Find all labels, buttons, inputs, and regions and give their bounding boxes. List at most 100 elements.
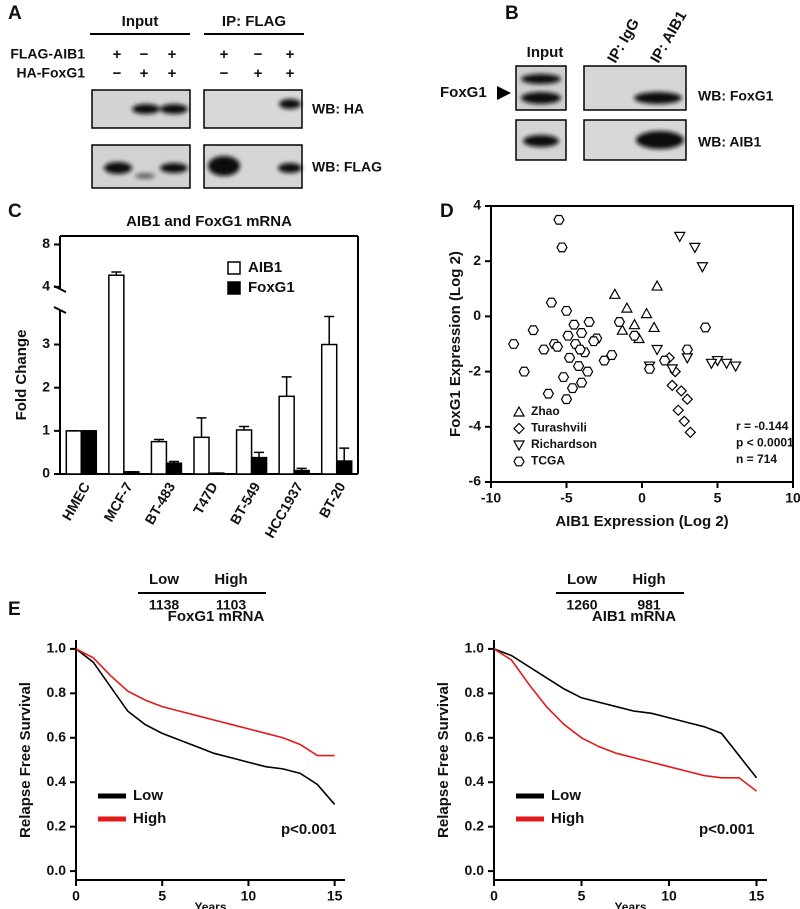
arrow xyxy=(497,86,511,100)
x-tick-label: HMEC xyxy=(59,479,93,523)
bands xyxy=(104,99,302,179)
error-bar xyxy=(281,376,292,397)
point xyxy=(696,262,709,273)
point xyxy=(556,242,568,253)
sign: + xyxy=(286,46,295,63)
point xyxy=(681,393,694,406)
panel-label: C xyxy=(8,201,22,222)
y-tick-label: -6 xyxy=(469,473,482,489)
sign: + xyxy=(168,46,177,63)
wb-label: WB: FoxG1 xyxy=(698,88,774,104)
point xyxy=(583,316,595,327)
x-tick-label: 5 xyxy=(158,888,166,904)
legend-marker xyxy=(512,440,526,452)
error-bar xyxy=(153,438,164,442)
point xyxy=(678,415,691,428)
bar xyxy=(80,430,98,475)
table-count: 1103 xyxy=(216,597,247,613)
wb-label: WB: AIB1 xyxy=(698,134,761,150)
point xyxy=(538,344,550,355)
row-label: FLAG-AIB1 xyxy=(10,46,85,62)
bar xyxy=(320,343,338,475)
x-tick-label: 0 xyxy=(72,888,80,904)
error-bar xyxy=(339,447,350,462)
x-tick-label: 10 xyxy=(785,490,800,506)
y-tick-label: 0.2 xyxy=(47,817,67,833)
error-bar xyxy=(296,467,307,471)
annotation: p<0.001 xyxy=(281,821,336,838)
y-tick-label: 0.6 xyxy=(47,728,67,744)
panel-label: B xyxy=(505,3,519,24)
x-tick-label: 15 xyxy=(327,888,343,904)
y-tick-label: -2 xyxy=(469,362,482,378)
point xyxy=(628,330,641,341)
point xyxy=(729,361,742,373)
point xyxy=(658,355,671,366)
error-bar xyxy=(196,417,207,438)
survival-curve xyxy=(493,648,758,779)
survival-curve xyxy=(75,648,336,805)
bands xyxy=(521,74,684,149)
point xyxy=(673,231,686,243)
legend-label: AIB1 xyxy=(248,259,282,276)
legend-marker xyxy=(513,456,525,467)
x-tick-label: T47D xyxy=(190,479,221,517)
bar xyxy=(335,460,353,475)
x-axis-label: Years xyxy=(194,900,226,909)
point xyxy=(553,214,565,225)
bar xyxy=(165,462,183,475)
point xyxy=(672,404,685,417)
blot xyxy=(583,65,687,111)
point xyxy=(581,366,594,377)
annotation: r = -0.144 xyxy=(736,419,789,433)
point xyxy=(562,330,574,341)
point xyxy=(507,339,520,349)
x-axis-label: AIB1 Expression (Log 2) xyxy=(555,513,728,530)
y-tick-label: 0.8 xyxy=(465,684,485,700)
table-count: 1138 xyxy=(149,597,180,613)
row-label: HA-FoxG1 xyxy=(17,65,86,81)
group-label: IP: FLAG xyxy=(222,13,286,30)
x-tick-label: -10 xyxy=(481,490,501,506)
x-tick-label: 10 xyxy=(241,888,257,904)
point xyxy=(557,372,570,383)
signs: + − + + − + − + + − + + xyxy=(113,46,295,82)
y-tick-label: 0.6 xyxy=(465,728,485,744)
point xyxy=(542,388,555,399)
x-tick-label: BT-483 xyxy=(141,479,178,527)
axis-break xyxy=(53,306,67,314)
sign: + xyxy=(220,46,229,63)
table-count: 1260 xyxy=(566,597,597,613)
y-tick-label: 1 xyxy=(42,422,50,438)
x-tick-label: MCF-7 xyxy=(100,479,135,524)
x-tick-label: -5 xyxy=(560,490,573,506)
annotation: p<0.001 xyxy=(699,821,754,838)
point xyxy=(705,358,718,370)
point xyxy=(699,322,712,333)
legend-swatch xyxy=(227,261,241,275)
y-tick-label: 1.0 xyxy=(465,640,485,656)
wb-label: WB: FLAG xyxy=(312,159,382,175)
y-tick-label: -4 xyxy=(469,418,482,434)
sign: + xyxy=(286,65,295,82)
point xyxy=(613,316,626,327)
legend-label: Low xyxy=(133,787,163,804)
y-tick-label: 0.0 xyxy=(465,862,485,878)
y-axis-label: FoxG1 Expression (Log 2) xyxy=(447,251,464,437)
survival-curve xyxy=(75,648,335,757)
bar xyxy=(235,429,253,475)
point xyxy=(563,352,576,363)
sign: − xyxy=(140,46,149,63)
table-count: 981 xyxy=(637,597,661,613)
point xyxy=(518,366,530,377)
legend-label: High xyxy=(551,810,584,827)
x-tick-label: 0 xyxy=(638,490,646,506)
y-tick-label: 4 xyxy=(42,278,50,294)
point xyxy=(648,321,661,333)
table-header: Low xyxy=(567,571,597,588)
point xyxy=(574,344,586,355)
legend-label: TCGA xyxy=(531,454,565,468)
y-tick-label: 4 xyxy=(473,197,481,213)
y-tick-label: 0.8 xyxy=(47,684,67,700)
